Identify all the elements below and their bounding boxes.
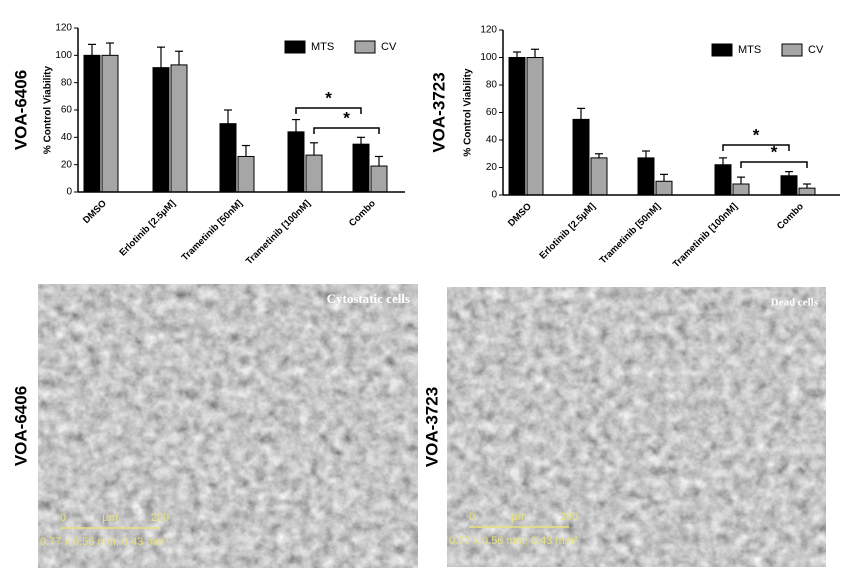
- significance-bracket: [313, 127, 380, 134]
- bar: [508, 57, 526, 196]
- legend-label: CV: [808, 44, 824, 56]
- significance-star: *: [343, 108, 350, 127]
- significance-bracket: [740, 161, 808, 168]
- legend-swatch: [284, 40, 306, 54]
- chart-title: VOA-3723: [429, 72, 448, 152]
- bar: [732, 183, 750, 196]
- bar: [305, 154, 323, 193]
- y-tick-label: 0: [491, 190, 497, 201]
- bar: [101, 54, 119, 193]
- y-tick-label: 40: [486, 135, 498, 146]
- x-tick-label: Combo: [775, 201, 806, 232]
- legend-label: MTS: [738, 44, 761, 56]
- x-tick-label: Trametinib [50nM]: [598, 201, 663, 266]
- x-tick-label: Erlotinib [2.5μM]: [537, 201, 597, 261]
- chart-title: VOA-6406: [11, 70, 30, 150]
- scale-end: 200: [151, 512, 169, 524]
- significance-star: *: [771, 142, 778, 161]
- micrograph: [37, 283, 419, 569]
- x-tick-label: Erlotinib [2.5μM]: [117, 198, 177, 258]
- significance-bracket: [295, 107, 362, 114]
- y-tick-label: 40: [61, 132, 73, 143]
- legend-label: MTS: [311, 41, 334, 53]
- scale-unit: µm: [511, 511, 527, 523]
- y-tick-label: 60: [61, 105, 73, 116]
- x-tick-label: Combo: [347, 198, 378, 229]
- bar: [655, 180, 673, 196]
- legend-swatch: [781, 43, 803, 57]
- bar: [237, 155, 255, 193]
- y-tick-label: 0: [66, 187, 72, 198]
- y-tick-label: 80: [486, 80, 498, 91]
- significance-star: *: [325, 88, 332, 107]
- y-tick-label: 20: [486, 162, 498, 173]
- y-tick-label: 100: [55, 50, 72, 61]
- y-axis-label: % Control Viability: [43, 65, 54, 154]
- bar: [287, 131, 305, 193]
- scale-unit: µm: [102, 512, 118, 524]
- y-tick-label: 80: [61, 77, 73, 88]
- bar: [352, 143, 370, 193]
- bar: [152, 67, 170, 193]
- x-tick-label: Trametinib [50nM]: [180, 198, 245, 263]
- scale-start: 0: [60, 512, 66, 524]
- legend-label: CV: [381, 41, 397, 53]
- bar: [798, 187, 816, 196]
- x-tick-label: Trametinib [100nM]: [671, 201, 740, 270]
- bar: [637, 157, 655, 196]
- panel-label: VOA-6406: [11, 386, 30, 466]
- scale-start: 0: [469, 511, 475, 523]
- panel-caption: Dead cells: [771, 297, 819, 309]
- x-tick-label: DMSO: [81, 198, 109, 226]
- x-tick-label: Trametinib [100nM]: [244, 198, 313, 267]
- micrograph: [446, 286, 827, 568]
- y-tick-label: 120: [480, 25, 497, 36]
- bar: [526, 57, 544, 196]
- bar: [370, 165, 388, 193]
- legend-swatch: [711, 43, 733, 57]
- panel-caption: Cytostatic cells: [327, 291, 410, 306]
- y-tick-label: 60: [486, 107, 498, 118]
- bar: [572, 118, 590, 196]
- legend-swatch: [354, 40, 376, 54]
- bar: [83, 54, 101, 193]
- bar: [780, 175, 798, 196]
- scale-info: 0.77 x 0.56 mm; 0.43 mm²: [449, 535, 578, 547]
- x-tick-label: DMSO: [506, 201, 534, 229]
- bar: [219, 123, 237, 193]
- significance-bracket: [722, 144, 790, 151]
- panel-label: VOA-3723: [422, 387, 441, 467]
- scale-end: 200: [560, 511, 578, 523]
- y-tick-label: 120: [55, 23, 72, 34]
- bar: [170, 64, 188, 193]
- significance-star: *: [753, 125, 760, 144]
- scale-info: 0.77 x 0.56 mm; 0.43 mm²: [40, 536, 169, 548]
- y-axis-label: % Control Viability: [463, 68, 474, 157]
- bar: [714, 164, 732, 196]
- y-tick-label: 20: [61, 159, 73, 170]
- y-tick-label: 100: [480, 52, 497, 63]
- bar: [590, 157, 608, 196]
